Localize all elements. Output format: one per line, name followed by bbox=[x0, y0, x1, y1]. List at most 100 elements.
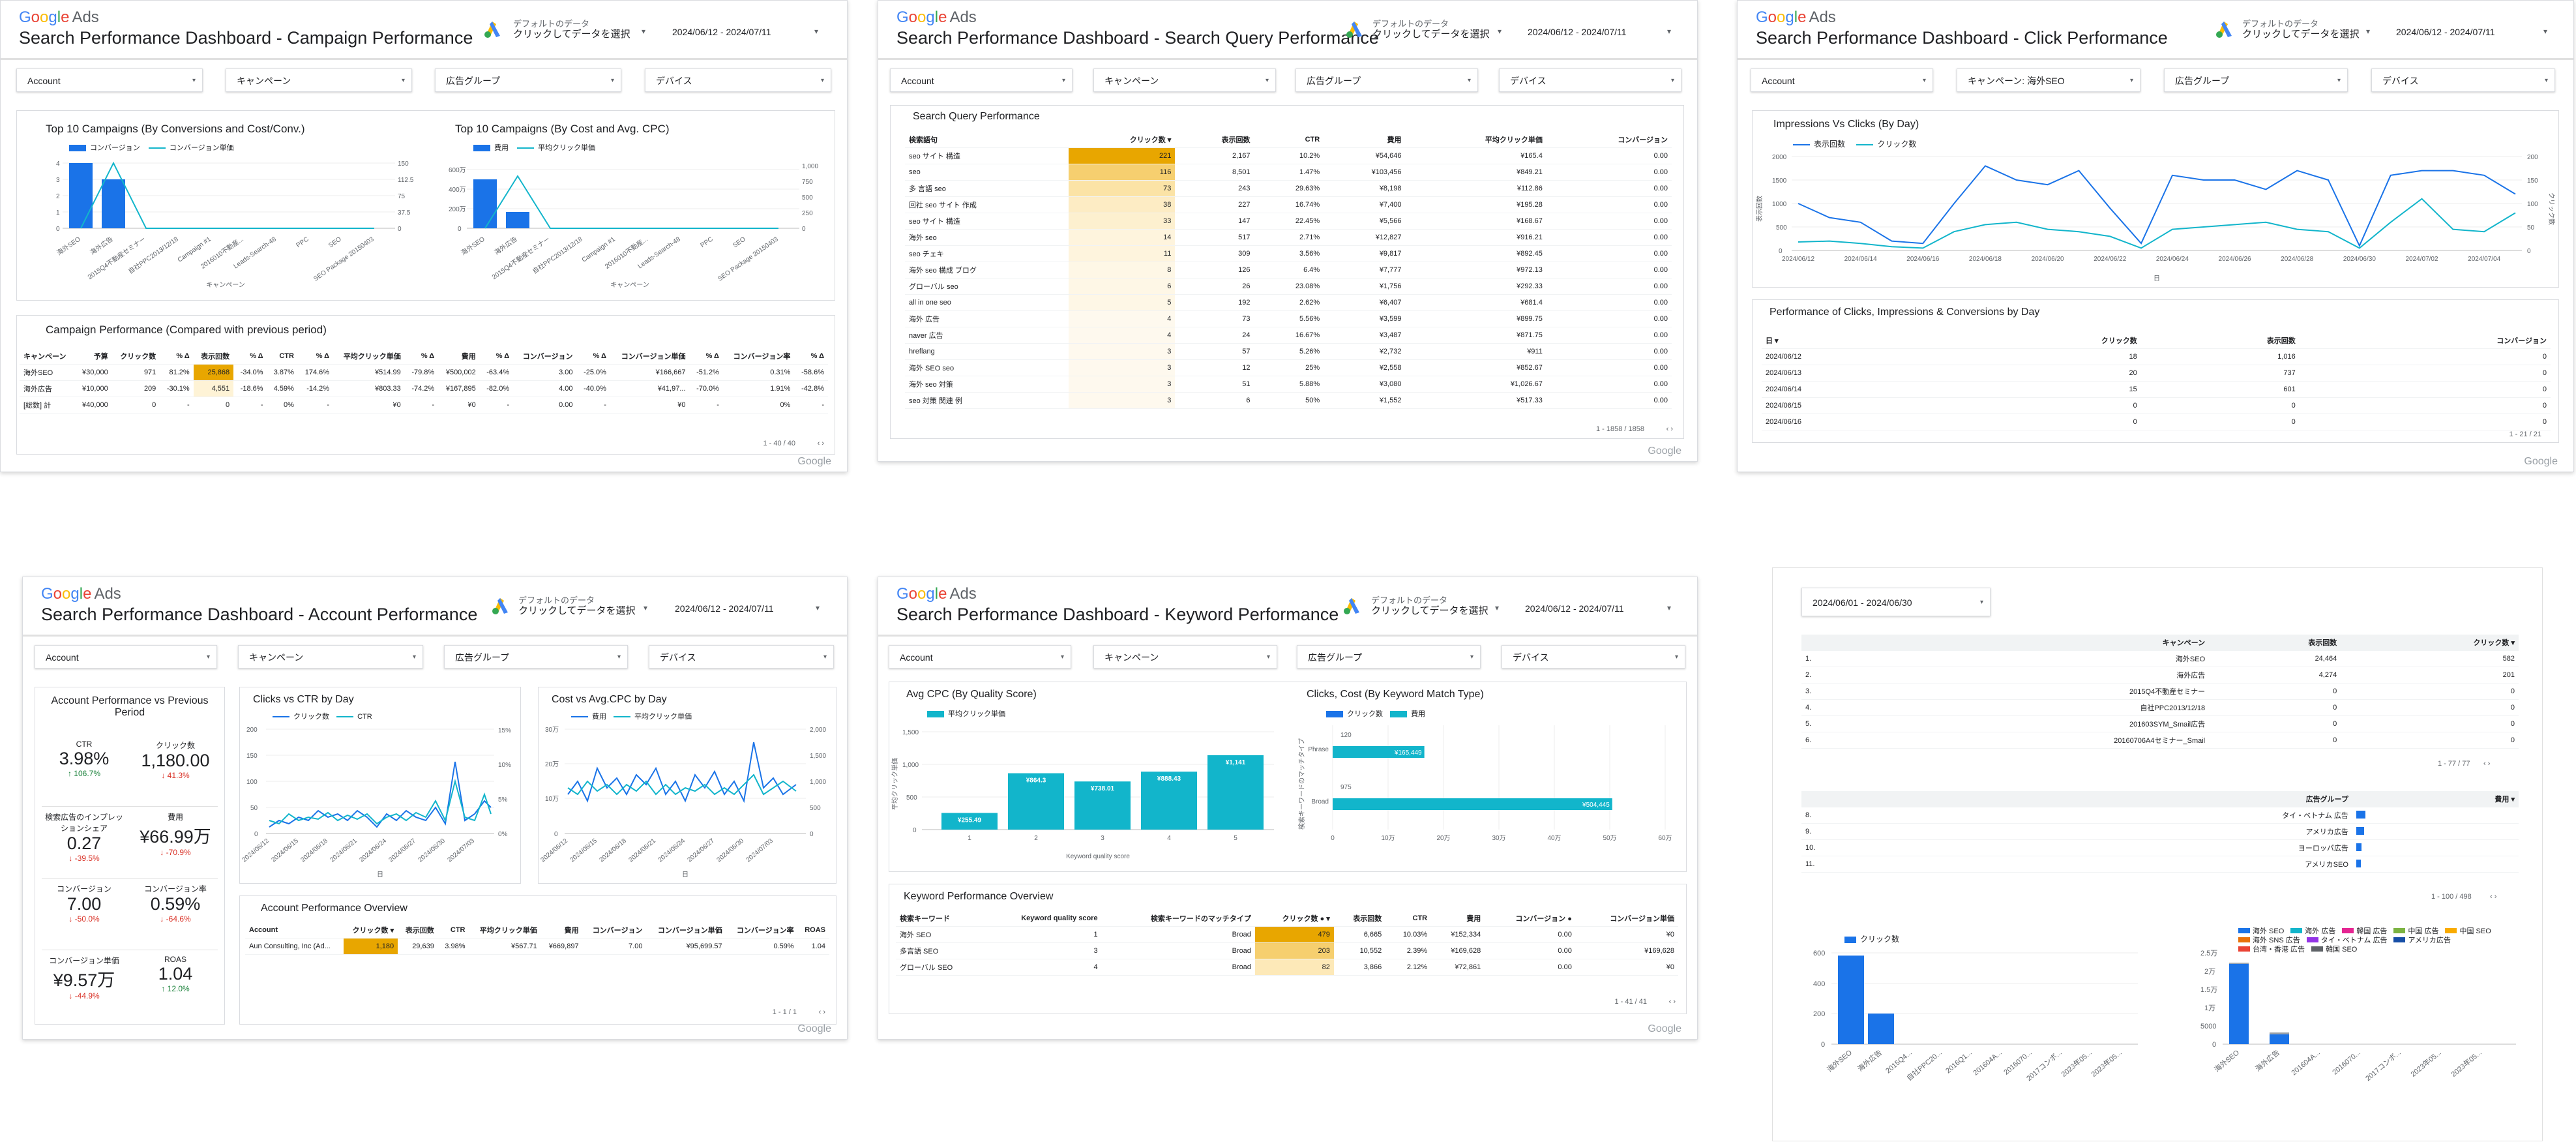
table-row[interactable]: seo 116 8,501 1.47% ¥103,456 ¥849.21 0.00 bbox=[905, 164, 1672, 181]
column-header[interactable]: 費用 bbox=[438, 348, 480, 365]
column-header[interactable]: コンバージョン単価 bbox=[610, 348, 690, 365]
table-row[interactable]: 2024/06/14 15 601 0 bbox=[1762, 381, 2551, 398]
device-filter[interactable]: デバイス ▾ bbox=[1499, 68, 1681, 92]
table-row[interactable]: 回社 seo サイト 作成 38 227 16.74% ¥7,400 ¥195.28 0.0… bbox=[905, 196, 1672, 213]
column-header[interactable]: % Δ bbox=[479, 348, 514, 365]
column-header[interactable]: 費用 bbox=[1324, 132, 1406, 148]
table-row[interactable]: 海外 広告 4 73 5.56% ¥3,599 ¥899.75 0.00 bbox=[905, 310, 1672, 327]
campaign-filter[interactable]: キャンペーン ▾ bbox=[1093, 68, 1276, 92]
column-header[interactable]: 表示回数 bbox=[398, 922, 438, 939]
account-filter[interactable]: Account ▾ bbox=[16, 68, 203, 92]
table-row[interactable]: 6. 20160706A4セミナー_Smail 0 0 bbox=[1801, 732, 2519, 749]
column-header[interactable]: クリック数 ▾ bbox=[343, 922, 398, 939]
date-range-picker[interactable]: 2024/06/12 - 2024/07/11 bbox=[1525, 603, 1624, 614]
column-header[interactable]: % Δ bbox=[794, 348, 828, 365]
column-header[interactable]: 平均クリック単価 bbox=[333, 348, 405, 365]
column-header[interactable]: 平均クリック単価 bbox=[469, 922, 541, 939]
table-row[interactable]: 海外 seo 対策 3 51 5.88% ¥3,080 ¥1,026.67 0.00 bbox=[905, 376, 1672, 393]
chevron-down-icon[interactable]: ▾ bbox=[816, 603, 820, 612]
column-header[interactable]: CTR bbox=[1254, 132, 1324, 148]
adgroup-filter[interactable]: 広告グループ ▾ bbox=[2164, 68, 2348, 92]
pagination-arrows[interactable]: ‹ › bbox=[2483, 760, 2491, 768]
table-row[interactable]: 4. 自社PPC2013/12/18 0 0 bbox=[1801, 699, 2519, 716]
column-header[interactable]: クリック数 ● ▾ bbox=[1254, 910, 1334, 927]
column-header[interactable]: % Δ bbox=[233, 348, 267, 365]
column-header[interactable] bbox=[1801, 791, 1908, 807]
account-filter[interactable]: Account ▾ bbox=[890, 68, 1073, 92]
table-row[interactable]: hreflang 3 57 5.26% ¥2,732 ¥911 0.00 bbox=[905, 343, 1672, 360]
table-row[interactable]: 11. アメリカSEO bbox=[1801, 856, 2519, 873]
pagination-arrows[interactable]: ‹ › bbox=[1666, 425, 1673, 433]
column-header[interactable]: 表示回数 bbox=[1175, 132, 1254, 148]
table-row[interactable]: 海外 SEO 1 Broad 479 6,665 10.03% ¥152,334 0.00 ¥0 bbox=[896, 926, 1678, 943]
column-header[interactable]: コンバージョン単価 bbox=[1575, 910, 1678, 927]
column-header[interactable]: クリック数 ▾ bbox=[2341, 635, 2519, 651]
column-header[interactable]: 表示回数 bbox=[2140, 333, 2300, 349]
table-row[interactable]: 2024/06/12 18 1,016 0 bbox=[1762, 348, 2551, 365]
campaign-filter[interactable]: キャンペーン ▾ bbox=[1093, 645, 1277, 669]
date-range-filter[interactable]: 2024/06/01 - 2024/06/30 ▾ bbox=[1801, 588, 1991, 616]
adgroup-filter[interactable]: 広告グループ ▾ bbox=[444, 645, 628, 669]
column-header[interactable]: % Δ bbox=[689, 348, 723, 365]
campaign-filter[interactable]: キャンペーン ▾ bbox=[226, 68, 412, 92]
table-row[interactable]: 8. タイ・ベトナム 広告 bbox=[1801, 807, 2519, 824]
column-header[interactable]: % Δ bbox=[297, 348, 334, 365]
data-source-selector[interactable]: デフォルトのデータ クリックしてデータを選択 bbox=[1372, 19, 1490, 40]
column-header[interactable]: Keyword quality score bbox=[982, 910, 1102, 927]
account-filter[interactable]: Account ▾ bbox=[35, 645, 217, 669]
table-row[interactable]: 1. 海外SEO 24,464 582 bbox=[1801, 650, 2519, 667]
account-filter[interactable]: Account ▾ bbox=[1751, 68, 1933, 92]
column-header[interactable]: 検索キーワードのマッチタイプ bbox=[1101, 910, 1255, 927]
table-row[interactable]: 2024/06/15 0 0 0 bbox=[1762, 397, 2551, 414]
table-row[interactable]: 海外 seo 構成 ブログ 8 126 6.4% ¥7,777 ¥972.13 0.00 bbox=[905, 262, 1672, 278]
column-header[interactable]: コンバージョン bbox=[582, 922, 647, 939]
pagination-arrows[interactable]: ‹ › bbox=[818, 1008, 825, 1016]
column-header[interactable]: CTR bbox=[1385, 910, 1432, 927]
campaign-filter[interactable]: キャンペーン: 海外SEO ▾ bbox=[1957, 68, 2140, 92]
column-header[interactable]: 平均クリック単価 bbox=[1405, 132, 1547, 148]
column-header[interactable]: キャンペーン bbox=[1851, 635, 2210, 651]
data-source-selector[interactable]: デフォルトのデータ クリックしてデータを選択 bbox=[2242, 19, 2360, 40]
table-row[interactable]: seo サイト 構造 221 2,167 10.2% ¥54,646 ¥165.4 0.00 bbox=[905, 147, 1672, 164]
date-range-picker[interactable]: 2024/06/12 - 2024/07/11 bbox=[2396, 27, 2495, 37]
column-header[interactable]: % Δ bbox=[404, 348, 439, 365]
adgroup-filter[interactable]: 広告グループ ▾ bbox=[435, 68, 621, 92]
table-row[interactable]: 3. 2015Q4不動産セミナー 0 0 bbox=[1801, 683, 2519, 700]
column-header[interactable]: 費用 ▾ bbox=[2352, 791, 2519, 807]
date-range-picker[interactable]: 2024/06/12 - 2024/07/11 bbox=[672, 27, 771, 37]
column-header[interactable]: クリック数 ▾ bbox=[1068, 132, 1176, 148]
table-row[interactable]: 海外広告 ¥10,000 209 -30.1% 4,551 -18.6% 4.59% -14.… bbox=[20, 380, 828, 397]
table-row[interactable]: 海外 seo 14 517 2.71% ¥12,827 ¥916.21 0.00 bbox=[905, 229, 1672, 246]
column-header[interactable]: 費用 bbox=[540, 922, 583, 939]
column-header[interactable]: CTR bbox=[437, 922, 469, 939]
chevron-down-icon[interactable]: ▾ bbox=[2366, 27, 2371, 36]
column-header[interactable]: コンバージョン単価 bbox=[646, 922, 726, 939]
column-header[interactable]: 予算 bbox=[74, 348, 112, 365]
table-row[interactable]: 9. アメリカ広告 bbox=[1801, 823, 2519, 840]
device-filter[interactable]: デバイス ▾ bbox=[1502, 645, 1685, 669]
chevron-down-icon[interactable]: ▾ bbox=[642, 27, 646, 36]
chevron-down-icon[interactable]: ▾ bbox=[1667, 603, 1672, 612]
chevron-down-icon[interactable]: ▾ bbox=[1667, 27, 1672, 36]
column-header[interactable] bbox=[1801, 635, 1852, 651]
device-filter[interactable]: デバイス ▾ bbox=[2371, 68, 2555, 92]
table-row[interactable]: 5. 201603SYM_Smail広告 0 0 bbox=[1801, 715, 2519, 732]
column-header[interactable]: コンバージョン bbox=[2299, 333, 2551, 349]
column-header[interactable]: 表示回数 bbox=[1333, 910, 1386, 927]
table-row[interactable]: seo チェキ 11 309 3.56% ¥9,817 ¥892.45 0.00 bbox=[905, 245, 1672, 262]
table-row[interactable]: seo 対策 関連 例 3 6 50% ¥1,552 ¥517.33 0.00 bbox=[905, 392, 1672, 409]
column-header[interactable]: 検索キーワード bbox=[896, 910, 983, 927]
column-header[interactable]: コンバージョン ● bbox=[1485, 910, 1576, 927]
column-header[interactable]: 表示回数 bbox=[2209, 635, 2341, 651]
table-row[interactable]: グローバル seo 6 26 23.08% ¥1,756 ¥292.33 0.00 bbox=[905, 278, 1672, 295]
table-row[interactable]: 海外SEO ¥30,000 971 81.2% 25,868 -34.0% 3.87% 174… bbox=[20, 364, 828, 381]
table-row[interactable]: 海外 SEO seo 3 12 25% ¥2,558 ¥852.67 0.00 bbox=[905, 359, 1672, 376]
column-header[interactable]: コンバージョン率 bbox=[722, 348, 795, 365]
column-header[interactable]: % Δ bbox=[160, 348, 194, 365]
table-row[interactable]: 2024/06/13 20 737 0 bbox=[1762, 365, 2551, 382]
chevron-down-icon[interactable]: ▾ bbox=[1498, 27, 1502, 36]
adgroup-filter[interactable]: 広告グループ ▾ bbox=[1297, 645, 1481, 669]
table-row[interactable]: [総数] 計 ¥40,000 0-0-0% - ¥0- ¥0-0.00- ¥0-0% - bbox=[20, 397, 828, 413]
column-header[interactable]: ROAS bbox=[797, 922, 829, 939]
column-header[interactable]: コンバージョン bbox=[1546, 132, 1672, 148]
